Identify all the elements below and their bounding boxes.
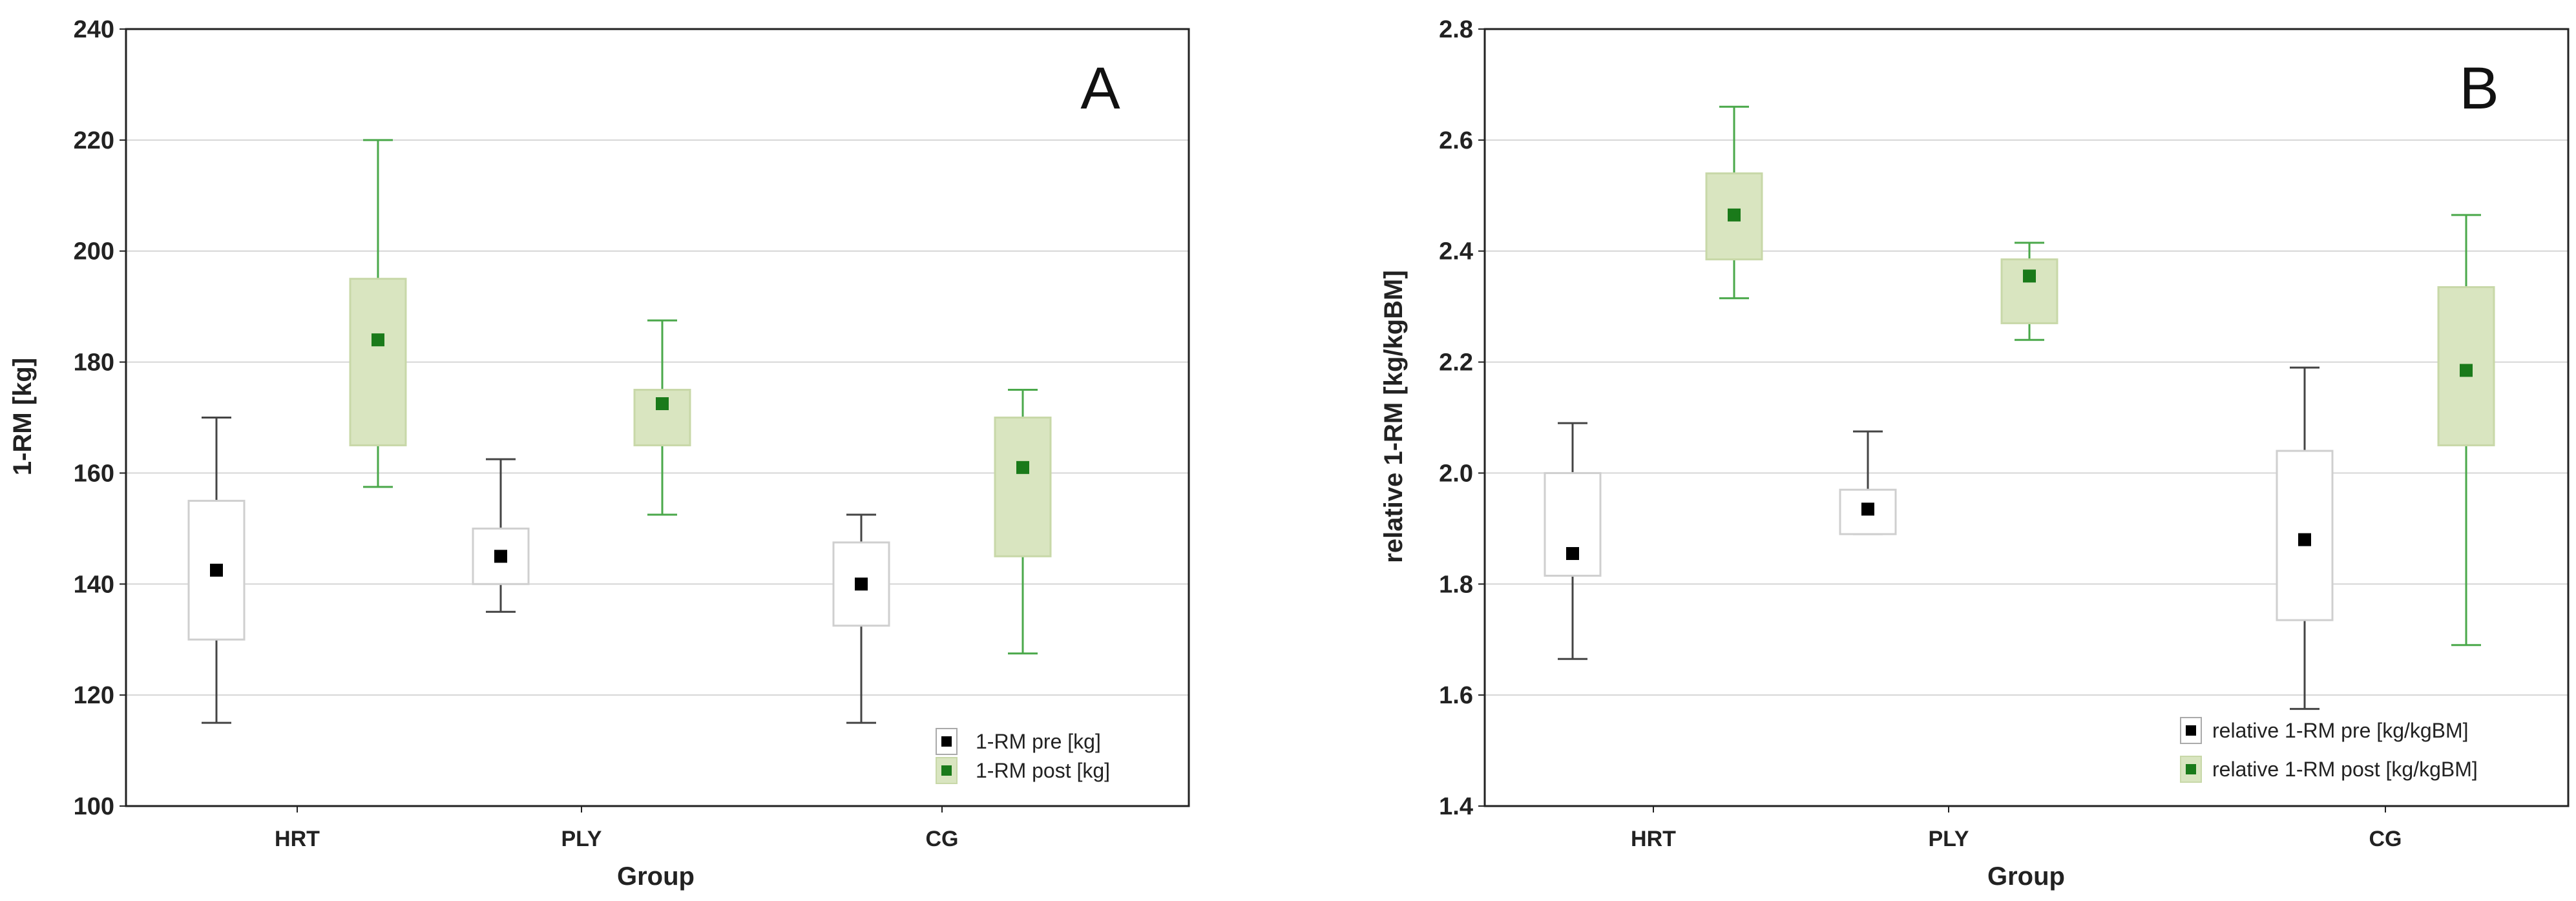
panel-a: 100 120 140 160 180 200 220 240 HRT PLY CG 1-RM [kg… [8, 16, 1190, 891]
plot-frame [1483, 28, 2570, 807]
mean-marker [1861, 502, 1874, 516]
y-tick-label: 240 [74, 16, 114, 43]
box [349, 278, 407, 446]
y-tick-label: 120 [74, 682, 114, 709]
y-tick-label: 180 [74, 349, 114, 377]
legend-marker [2186, 764, 2196, 774]
mean-marker [1016, 461, 1029, 474]
y-axis-label: relative 1-RM [kg/kgBM] [1379, 270, 1408, 563]
y-tick-label: 1.4 [1439, 793, 1473, 820]
y-tick-label: 2.4 [1439, 238, 1473, 265]
y-tick-label: 2.0 [1439, 460, 1473, 487]
x-tick-label: HRT [275, 827, 320, 851]
y-tick-label: 1.6 [1439, 682, 1473, 709]
mean-marker [2460, 364, 2473, 377]
legend-marker [941, 736, 952, 747]
y-tick-label: 100 [74, 793, 114, 820]
panel-b: 1.4 1.6 1.8 2.0 2.2 2.4 2.6 2.8 HRT PLY CG relative… [1379, 16, 2570, 891]
panel-letter: B [2459, 56, 2498, 121]
mean-marker [2023, 269, 2036, 283]
x-tick-label: CG [926, 827, 959, 851]
x-tick-label: CG [2369, 827, 2402, 851]
x-tick-label: HRT [1631, 827, 1676, 851]
legend-label: relative 1-RM pre [kg/kgBM] [2212, 719, 2469, 742]
y-tick-label: 1.8 [1439, 571, 1473, 598]
mean-marker [210, 563, 223, 577]
legend-swatch [936, 757, 958, 784]
y-axis-label: 1-RM [kg] [8, 358, 37, 475]
panel-letter: A [1080, 56, 1120, 121]
x-axis-label: Group [1987, 862, 2065, 891]
mean-marker [2298, 533, 2311, 546]
mean-marker [1566, 547, 1579, 561]
box [472, 527, 530, 585]
legend-label: relative 1-RM post [kg/kgBM] [2212, 758, 2478, 781]
y-tick-label: 160 [74, 460, 114, 487]
box [1839, 488, 1897, 535]
y-tick-label: 140 [74, 571, 114, 598]
y-tick-label: 2.8 [1439, 16, 1473, 43]
y-tick-label: 220 [74, 127, 114, 154]
box [1544, 471, 1602, 577]
mean-marker [494, 550, 507, 563]
y-tick-label: 2.6 [1439, 127, 1473, 154]
box [2000, 258, 2058, 324]
legend-marker [941, 765, 952, 776]
y-tick-label: 200 [74, 238, 114, 265]
legend-label: 1-RM post [kg] [976, 759, 1110, 782]
x-tick-label: PLY [561, 827, 602, 851]
box [994, 417, 1052, 557]
mean-marker [372, 333, 384, 347]
x-axis-label: Group [617, 862, 695, 891]
mean-marker [855, 577, 868, 591]
legend-marker [2186, 725, 2196, 736]
mean-marker [1728, 208, 1741, 222]
legend-label: 1-RM pre [kg] [976, 730, 1101, 753]
plot-frame [125, 28, 1190, 807]
mean-marker [656, 397, 669, 411]
x-tick-label: PLY [1928, 827, 1969, 851]
y-tick-label: 2.2 [1439, 349, 1473, 377]
